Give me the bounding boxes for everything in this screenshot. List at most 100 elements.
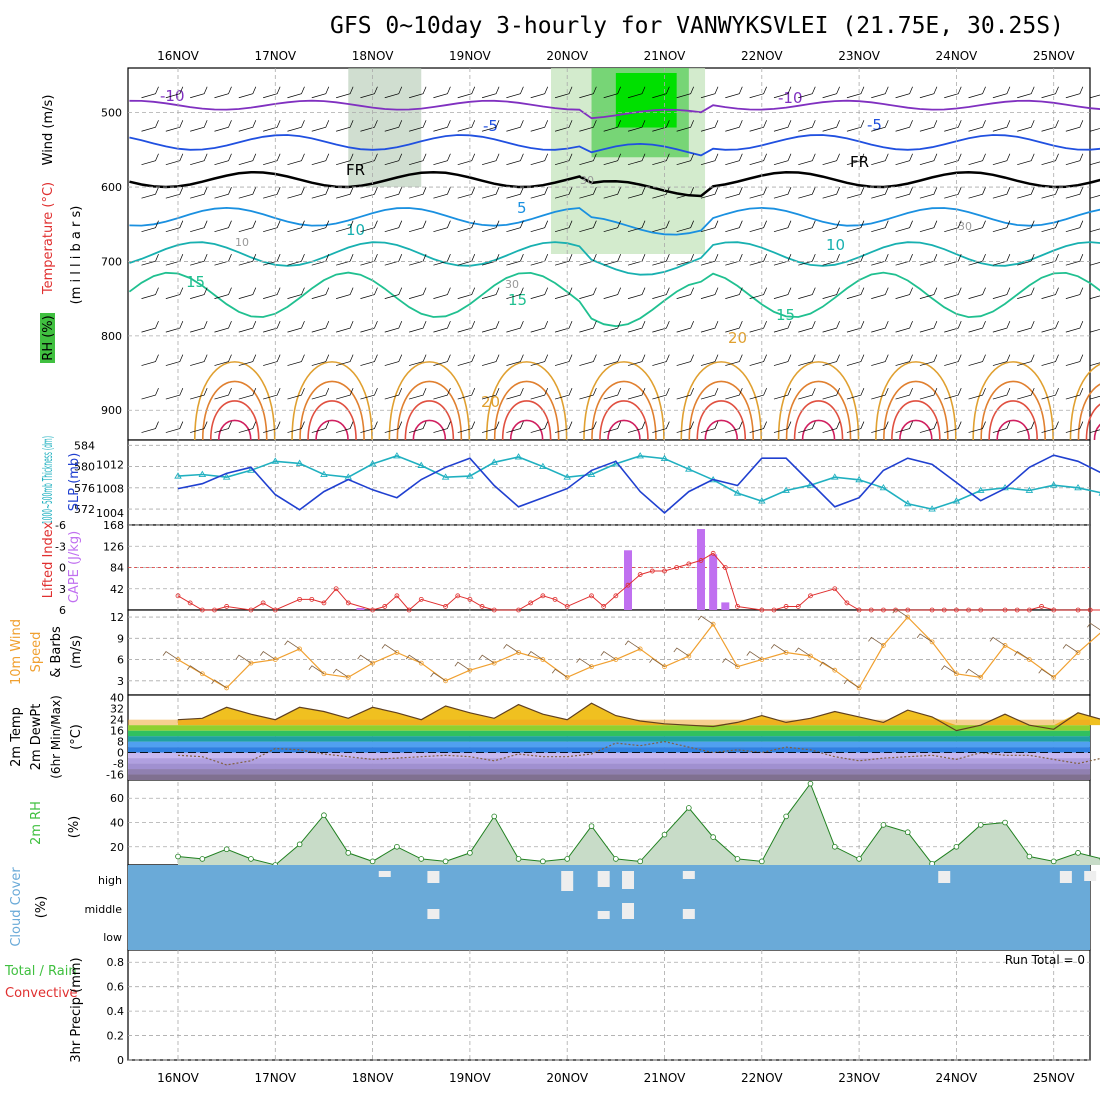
isotherm-line [129,241,1100,276]
li-marker [333,586,339,592]
date-label-top: 17NOV [254,49,296,63]
rh-contour-label: 30 [580,174,594,187]
low-level-isotherm [412,419,447,441]
rh-marker [515,856,522,862]
li-marker [540,593,546,599]
cloud-high-cell [1059,871,1072,883]
wind-barb [1017,187,1035,199]
wind-barb [238,120,257,132]
wind-barb [506,354,524,366]
wind-barb [408,153,427,166]
thickness-tick-label: 584 [74,439,95,452]
wind-barb [798,320,816,333]
li-marker [978,607,984,613]
rh-marker [613,856,619,862]
wind-barb [433,421,451,433]
li-marker [564,604,570,609]
cape-tick-label: 168 [103,519,124,532]
li-marker [224,604,230,609]
wind-barb [1065,354,1084,366]
wind-barb [311,187,330,199]
wind-barb [603,387,622,400]
ylabel-2m-dewpt: 2m DewPt [29,704,44,771]
thickness-marker [320,470,328,477]
wind-speed-marker [540,657,546,662]
wind-barb [798,254,816,266]
wind-barb [627,187,646,199]
rh-marker [223,846,230,853]
wind-barb [798,387,816,400]
li-marker [613,593,619,599]
date-label-bottom: 19NOV [449,1071,491,1085]
rh-marker [977,822,984,828]
thickness-marker [563,473,571,480]
wind-barb [773,153,792,166]
wind-barb [1041,153,1059,166]
cloud-middle-cell [427,909,440,919]
wind-barb [700,220,719,233]
li-marker [637,572,643,577]
wind-barb [773,421,792,433]
thickness-marker [514,453,523,460]
wind-barb [214,120,232,132]
wind-barb [652,153,670,166]
li-marker [698,558,704,563]
wind-barb [1090,395,1100,400]
thickness-marker [417,461,426,468]
thickness-marker [685,465,693,472]
wind-barb [214,220,232,233]
wind-barb [554,287,573,299]
li-marker [881,607,886,613]
wind-barb [433,220,451,233]
wind-barb [603,86,622,99]
isotherm-label: 20 [481,393,500,411]
wind-barb [846,387,865,400]
slp-tick-label: 1012 [96,458,124,471]
wind-barb [992,320,1011,333]
wind-barb [530,387,549,400]
wind-barb [530,421,549,433]
wind-barb [700,387,719,400]
wind-barb-10m [916,633,933,643]
wind-barb [676,220,694,233]
wind-barb [822,86,840,99]
wind-barb [554,187,573,199]
wind-barb-10m [1062,643,1079,653]
low-level-isotherm [209,400,260,441]
wind-barb [822,120,840,132]
low-level-isotherm [988,400,1038,441]
wind-barb [676,153,694,166]
wind-barb [992,153,1011,166]
wind-barb [408,387,427,400]
wind-barb [214,354,232,366]
wind-barb [214,387,232,400]
wind-speed-marker [467,667,473,673]
rh-marker [758,858,765,865]
wind-barb [725,120,743,132]
li-marker [589,593,594,599]
wind-speed-marker [929,639,935,645]
low-level-isotherm [583,361,665,441]
wind-barb [968,287,986,299]
wind-barb [798,120,816,132]
wind-barb [457,387,476,400]
wind-barb [579,86,597,99]
wind-speed-marker [637,646,643,652]
rh-marker [831,843,838,850]
wind-barb [725,387,743,400]
thickness-marker [368,460,377,467]
wind-barb-10m [722,658,738,667]
series-line [177,455,1100,510]
wind-barb [457,287,476,299]
ylabel-precip: 3hr Precip (mm) [69,957,84,1062]
ylabel-cloud: Cloud Cover [9,867,24,947]
li-marker [491,607,497,613]
ylabel-barbs: & Barbs [49,626,64,678]
li-marker [418,596,424,602]
pressure-tick-label: 800 [101,330,122,343]
ylabel-slp: SLP (mb) [67,453,82,512]
wind-barb [749,86,767,99]
ylabel-speed: Speed [29,632,44,673]
li-marker [1002,607,1008,613]
thickness-marker [490,458,499,465]
